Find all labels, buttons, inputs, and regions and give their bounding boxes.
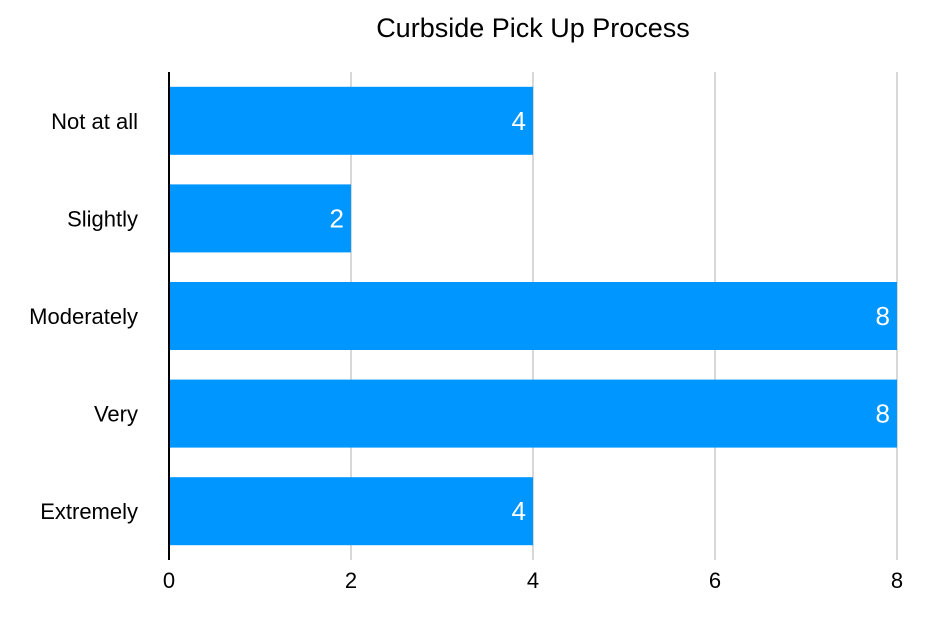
bar-not-at-all <box>169 86 533 155</box>
x-tick-label-2: 2 <box>345 568 357 593</box>
x-tick-labels: 0 2 4 6 8 <box>163 568 903 593</box>
category-labels: Not at all Slightly Moderately Very Extremel… <box>29 109 138 524</box>
bar-moderately <box>169 282 897 350</box>
category-label-moderately: Moderately <box>29 304 138 329</box>
value-label-slightly: 2 <box>330 203 344 233</box>
category-label-extremely: Extremely <box>40 499 138 524</box>
value-labels: 4 2 8 8 4 <box>330 106 890 526</box>
bar-very <box>169 379 897 448</box>
x-tick-label-0: 0 <box>163 568 175 593</box>
value-label-very: 8 <box>876 399 890 429</box>
x-tick-label-4: 4 <box>527 568 539 593</box>
chart-title: Curbside Pick Up Process <box>376 13 690 43</box>
bar-slightly <box>169 184 351 253</box>
category-label-very: Very <box>94 402 138 427</box>
category-label-slightly: Slightly <box>67 206 138 231</box>
category-label-not-at-all: Not at all <box>51 109 138 134</box>
x-tick-label-8: 8 <box>891 568 903 593</box>
bars <box>169 86 897 546</box>
x-tick-label-6: 6 <box>709 568 721 593</box>
value-label-moderately: 8 <box>876 301 890 331</box>
value-label-extremely: 4 <box>512 496 526 526</box>
bar-extremely <box>169 477 533 546</box>
value-label-not-at-all: 4 <box>512 106 526 136</box>
